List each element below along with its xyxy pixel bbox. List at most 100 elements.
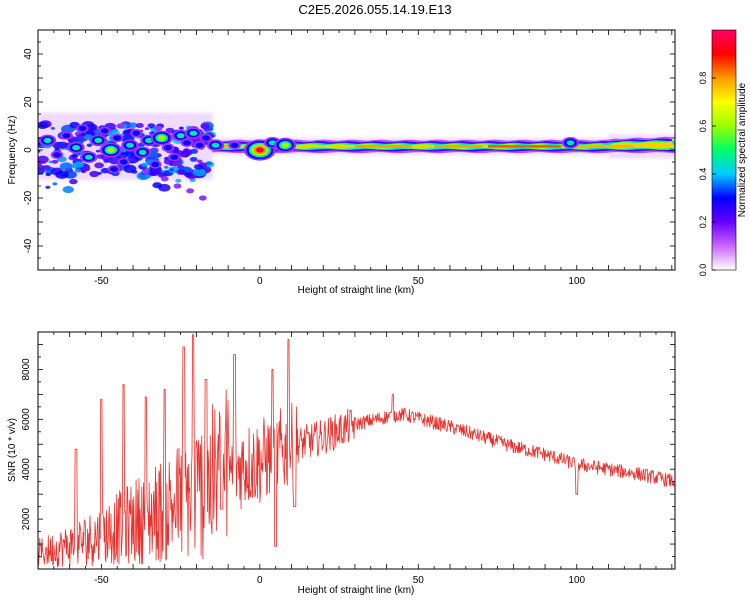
colorbar-label: Normalized spectral amplitude	[737, 82, 748, 217]
spectrogram-noise-blob	[51, 159, 59, 164]
spectrogram-blob	[98, 126, 111, 135]
spectrogram-noise-blob	[189, 178, 196, 183]
snr-background	[38, 332, 675, 569]
spectrogram-noise-blob	[73, 161, 84, 168]
spectrogram-blob	[193, 141, 206, 150]
spectrogram-hot-streak	[354, 145, 412, 148]
spectrogram-blob	[89, 134, 107, 147]
spectrogram-blob	[173, 183, 182, 189]
spectrogram-blob	[80, 151, 98, 163]
spectrogram-noise-blob	[45, 172, 51, 177]
spectrogram-noise-blob	[69, 178, 78, 185]
colorbar-tick-label: 0.6	[698, 120, 708, 133]
snr-y-tick-label: 4000	[21, 458, 32, 481]
snr-x-label: Height of straight line (km)	[298, 585, 415, 596]
spectrogram-noise-blob	[184, 172, 193, 178]
colorbar-tick-label: 0.4	[698, 168, 708, 181]
spectrogram-noise-blob	[50, 127, 55, 130]
spectrogram-noise-blob	[141, 162, 149, 167]
spectrogram-blob	[38, 134, 57, 147]
spectrogram-blob	[198, 195, 207, 201]
spectrogram-hot-streak	[488, 145, 561, 148]
spectrogram-blob	[99, 142, 122, 158]
spectrogram-noise-blob	[94, 162, 104, 169]
spectrogram-blob	[199, 133, 213, 143]
spectrogram-blob	[133, 146, 152, 159]
spectrogram-noise-blob	[192, 168, 206, 177]
spectrogram-noise-blob	[169, 168, 174, 171]
spectrogram-blob	[121, 139, 139, 151]
spectrogram-blob	[67, 141, 85, 154]
spectrogram-x-tick-label: 50	[413, 276, 425, 287]
spectrogram-noise-blob	[45, 185, 51, 189]
spectrogram-y-tick-label: 20	[23, 96, 34, 108]
spectrogram-noise-blob	[59, 162, 73, 171]
snr-x-tick-label: 100	[568, 575, 585, 586]
spectrogram-blob	[60, 131, 73, 140]
spectrogram-noise-blob	[175, 178, 182, 183]
spectrogram-noise-blob	[95, 149, 101, 153]
spectrogram-hot-streak	[576, 145, 634, 148]
spectrogram-noise-blob	[180, 153, 187, 158]
figure-title: C2E5.2026.055.14.19.E13	[298, 2, 452, 17]
spectrogram-blob	[228, 141, 241, 150]
spectrogram-noise-blob	[147, 123, 156, 128]
spectrogram-noise-blob	[55, 170, 69, 179]
spectrogram-blob	[161, 143, 175, 152]
spectrogram-noise-blob	[38, 150, 41, 153]
spectrogram-noise-blob	[38, 121, 49, 129]
spectrogram-x-tick-label: 100	[568, 276, 585, 287]
spectrogram-noise-blob	[135, 122, 144, 128]
spectrogram-blob	[76, 124, 89, 133]
spectrogram-noise-blob	[189, 156, 198, 162]
spectrogram-blob	[141, 169, 150, 175]
snr-x-tick-label: -50	[94, 575, 109, 586]
colorbar: 0.0 0.2 0.4 0.6 0.8 Normalized spectral ampl…	[698, 29, 748, 277]
spectrogram-blob	[171, 129, 190, 142]
spectrogram-x-tick-label: 0	[257, 276, 263, 287]
spectrogram-noise-blob	[123, 164, 137, 173]
snr-y-tick-label: 6000	[21, 408, 32, 431]
spectrogram-noise-blob	[176, 169, 186, 175]
spectrogram-noise-blob	[62, 186, 74, 194]
snr-y-tick-label: 2000	[21, 508, 32, 531]
spectrogram-hot-streak	[434, 145, 482, 148]
colorbar-bar	[711, 29, 737, 271]
spectrogram-noise-blob	[196, 159, 203, 164]
spectrogram-noise-blob	[178, 126, 184, 130]
spectrogram-blob	[116, 123, 125, 129]
spectrogram-noise-blob	[74, 168, 82, 173]
spectrogram-y-tick-label: -40	[23, 238, 34, 253]
spectrogram-blob	[129, 129, 143, 138]
colorbar-tick-label: 0.0	[698, 264, 708, 277]
snr-series-line	[38, 334, 675, 568]
spectrogram-noise-blob	[71, 154, 78, 158]
spectrogram-panel: -50 0 50 100 -40 -20 0 20 40 Height of straight …	[7, 29, 676, 296]
snr-frame	[37, 331, 676, 570]
spectrogram-blob	[206, 139, 225, 151]
spectrogram-blob	[160, 176, 169, 182]
spectrogram-y-tick-label: 0	[23, 147, 34, 153]
snr-panel: -50 0 50 100 2000 4000 6000 8000 Height of stra…	[7, 331, 676, 596]
spectrogram-noise-blob	[152, 182, 162, 189]
colorbar-tick-label: 0.8	[698, 72, 708, 85]
spectrogram-blob	[274, 137, 297, 153]
spectrogram-ticks: -50 0 50 100 -40 -20 0 20 40	[23, 29, 675, 287]
spectrogram-noise-blob	[86, 143, 93, 147]
snr-y-label: SNR (10 * v/v)	[7, 418, 18, 482]
snr-x-tick-label: 50	[413, 575, 425, 586]
spectrogram-noise-blob	[126, 152, 135, 158]
spectrogram-noise-blob	[56, 141, 69, 149]
spectrogram-noise-blob	[163, 165, 169, 169]
spectrogram-noise-blob	[38, 164, 45, 170]
spectrogram-hot-streak	[221, 145, 235, 148]
spectrogram-noise-blob	[165, 127, 175, 134]
spectrogram-blob	[50, 150, 64, 159]
spectrogram-noise-blob	[144, 174, 152, 179]
spectrogram-y-tick-label: -20	[23, 190, 34, 205]
spectrogram-noise-blob	[100, 167, 110, 174]
spectrogram-band-layer	[228, 142, 675, 148]
spectrogram-noise-blob	[89, 170, 100, 178]
spectrogram-blob	[150, 130, 173, 146]
